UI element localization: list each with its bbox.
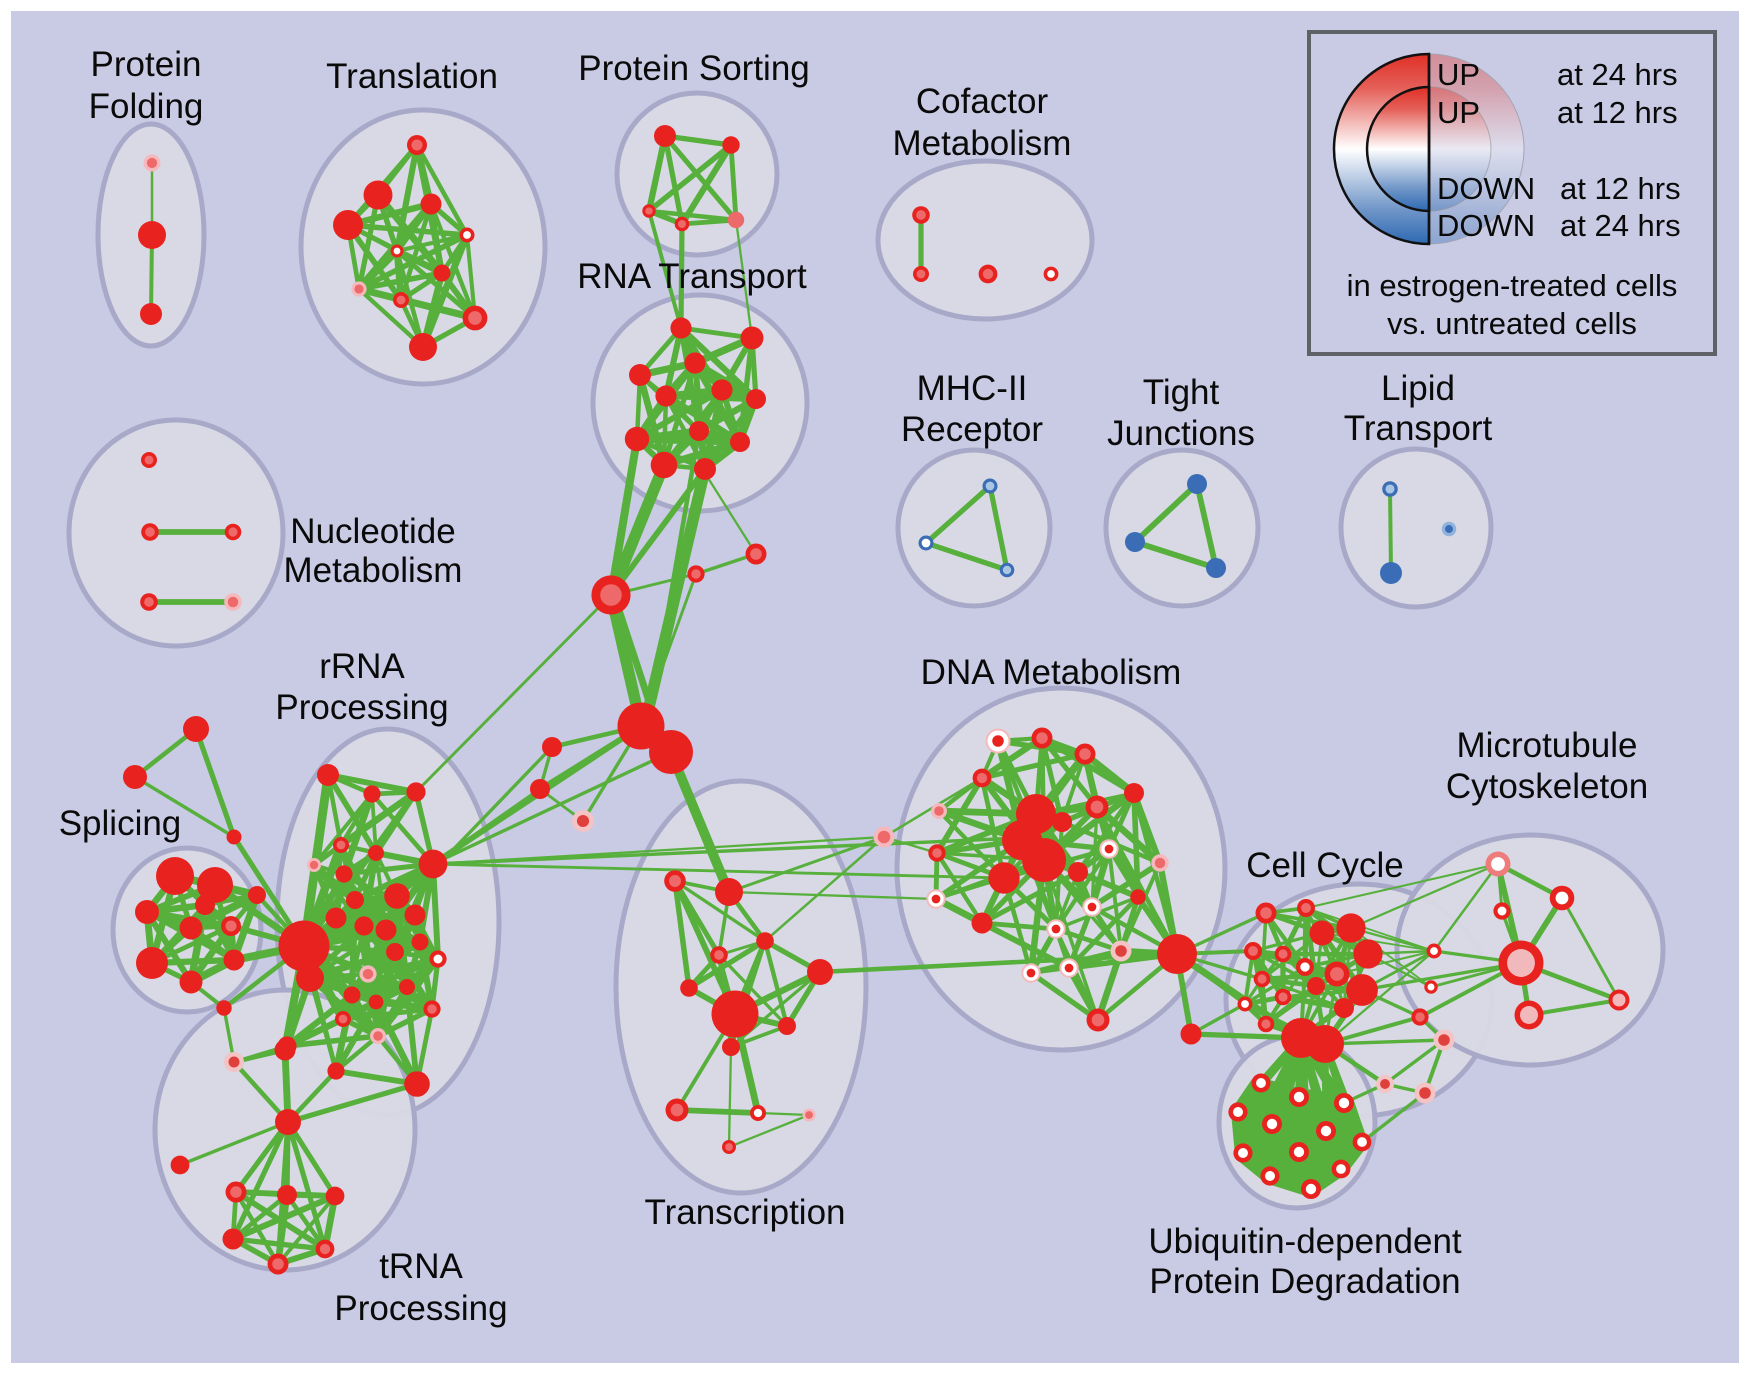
- svg-text:RNA Transport: RNA Transport: [577, 257, 807, 296]
- svg-text:Cofactor: Cofactor: [916, 82, 1049, 121]
- svg-text:Splicing: Splicing: [59, 804, 182, 843]
- svg-text:Protein Sorting: Protein Sorting: [578, 49, 810, 88]
- svg-text:at 24 hrs: at 24 hrs: [1557, 57, 1678, 92]
- svg-text:DOWN: DOWN: [1437, 208, 1535, 243]
- svg-text:Folding: Folding: [89, 87, 204, 126]
- svg-text:MHC-II: MHC-II: [917, 369, 1028, 408]
- svg-text:Nucleotide: Nucleotide: [290, 512, 455, 551]
- svg-text:Cell Cycle: Cell Cycle: [1246, 846, 1404, 885]
- svg-text:DOWN: DOWN: [1437, 171, 1535, 206]
- svg-text:DNA Metabolism: DNA Metabolism: [921, 653, 1182, 692]
- svg-text:Metabolism: Metabolism: [893, 124, 1072, 163]
- svg-text:tRNA: tRNA: [379, 1247, 463, 1286]
- svg-text:Processing: Processing: [275, 688, 448, 727]
- svg-text:Tight: Tight: [1143, 373, 1220, 412]
- svg-text:in estrogen-treated cells: in estrogen-treated cells: [1347, 268, 1678, 303]
- svg-text:Microtubule: Microtubule: [1457, 726, 1638, 765]
- svg-text:at 12 hrs: at 12 hrs: [1560, 171, 1681, 206]
- svg-text:Ubiquitin-dependent: Ubiquitin-dependent: [1148, 1222, 1462, 1261]
- svg-text:Transcription: Transcription: [645, 1193, 846, 1232]
- svg-text:at 12 hrs: at 12 hrs: [1557, 95, 1678, 130]
- svg-text:UP: UP: [1437, 57, 1480, 92]
- svg-text:Metabolism: Metabolism: [284, 551, 463, 590]
- svg-text:Processing: Processing: [334, 1289, 507, 1328]
- svg-text:Junctions: Junctions: [1107, 414, 1255, 453]
- svg-text:Receptor: Receptor: [901, 410, 1043, 449]
- svg-text:UP: UP: [1437, 95, 1480, 130]
- svg-text:Protein Degradation: Protein Degradation: [1149, 1262, 1460, 1301]
- svg-text:rRNA: rRNA: [319, 647, 405, 686]
- svg-text:Protein: Protein: [91, 45, 202, 84]
- svg-text:at 24 hrs: at 24 hrs: [1560, 208, 1681, 243]
- svg-text:Translation: Translation: [326, 57, 498, 96]
- svg-text:Lipid: Lipid: [1381, 369, 1455, 408]
- svg-text:Transport: Transport: [1344, 409, 1493, 448]
- svg-text:Cytoskeleton: Cytoskeleton: [1446, 767, 1648, 806]
- svg-text:vs. untreated cells: vs. untreated cells: [1387, 306, 1637, 341]
